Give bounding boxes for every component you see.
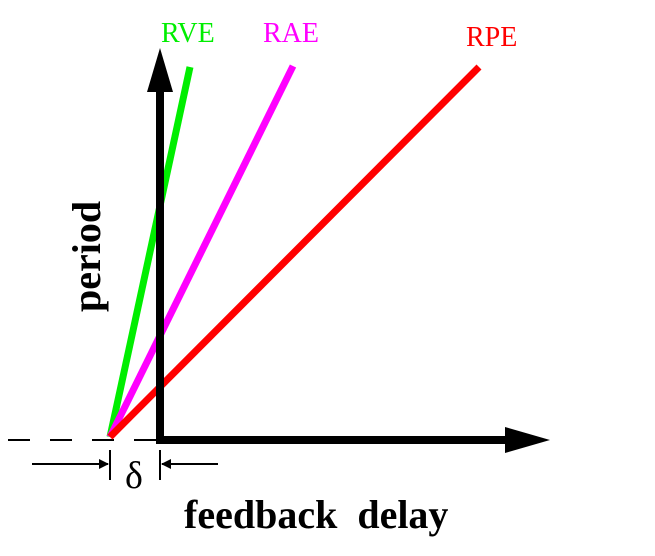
y-axis-arrowhead — [147, 48, 173, 92]
y-axis-title: period — [64, 201, 109, 312]
rae-label: RAE — [263, 18, 319, 49]
rve-label: RVE — [161, 18, 215, 49]
x-axis-arrowhead — [505, 427, 550, 453]
rpe-label: RPE — [466, 22, 517, 53]
delta-symbol: δ — [125, 455, 143, 497]
x-axis-title: feedback delay — [184, 492, 448, 537]
rae-line — [106, 64, 297, 439]
rpe-line — [107, 64, 482, 440]
rve-line — [106, 66, 194, 438]
